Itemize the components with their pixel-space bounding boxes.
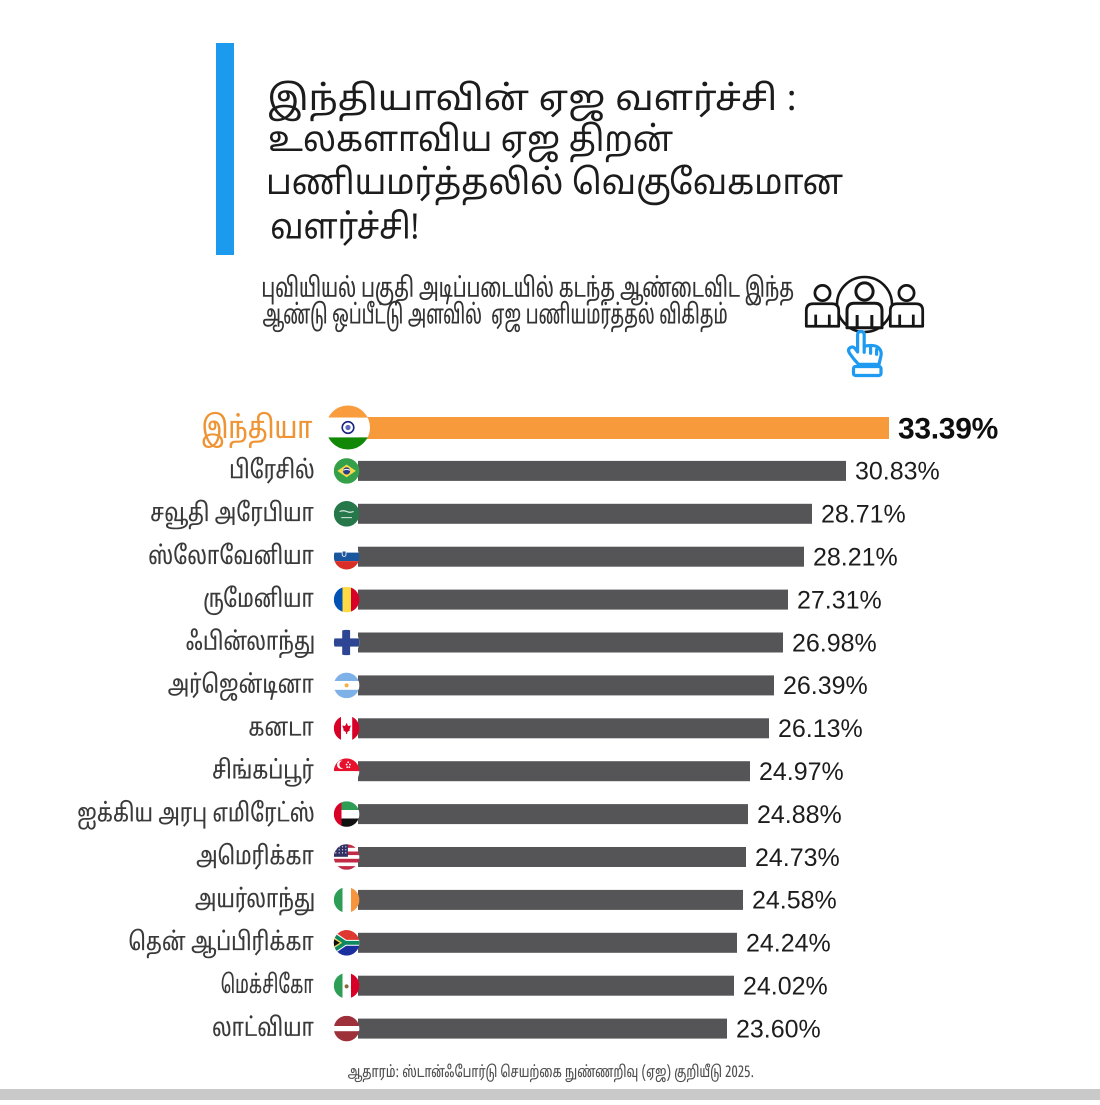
svg-text:28.71%: 28.71% (821, 501, 906, 529)
svg-text:24.73%: 24.73% (755, 844, 840, 872)
svg-text:33.39%: 33.39% (898, 413, 998, 446)
svg-text:30.83%: 30.83% (855, 458, 940, 486)
svg-text:26.13%: 26.13% (778, 715, 863, 743)
svg-text:26.39%: 26.39% (783, 672, 868, 700)
svg-text:24.24%: 24.24% (746, 930, 831, 958)
svg-text:23.60%: 23.60% (736, 1015, 821, 1043)
svg-text:27.31%: 27.31% (797, 586, 882, 614)
svg-text:26.98%: 26.98% (792, 629, 877, 657)
svg-text:28.21%: 28.21% (813, 544, 898, 572)
svg-text:24.58%: 24.58% (752, 887, 837, 915)
svg-text:24.02%: 24.02% (743, 973, 828, 1001)
svg-text:24.97%: 24.97% (759, 758, 844, 786)
svg-text:24.88%: 24.88% (757, 801, 842, 829)
